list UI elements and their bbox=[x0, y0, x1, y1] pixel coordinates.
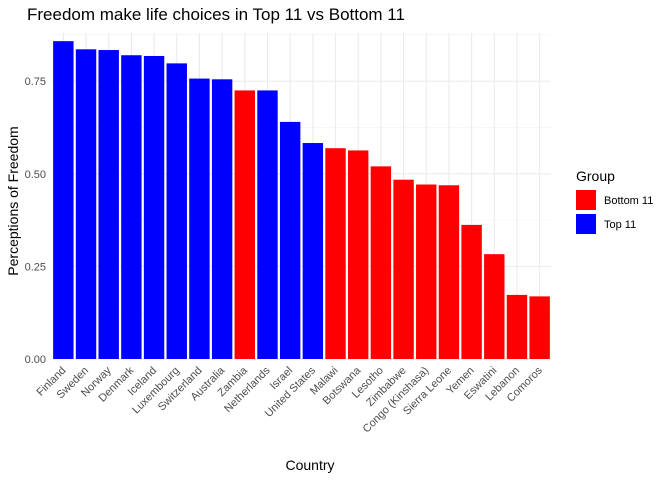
legend-label: Bottom 11 bbox=[604, 195, 653, 207]
y-tick-label: 0.50 bbox=[25, 169, 46, 181]
bar bbox=[302, 143, 324, 359]
y-tick-label: 0.00 bbox=[25, 354, 46, 366]
bar bbox=[53, 41, 74, 360]
y-tick-label: 0.75 bbox=[25, 76, 46, 88]
x-axis-ticks: FinlandSwedenNorwayDenmarkIcelandLuxembo… bbox=[34, 364, 545, 435]
bar bbox=[347, 150, 369, 359]
y-axis-ticks: 0.00 0.25 0.50 0.75 bbox=[25, 76, 46, 366]
x-axis-title: Country bbox=[285, 457, 334, 473]
bar bbox=[98, 50, 119, 360]
bar bbox=[461, 224, 482, 359]
chart-title: Freedom make life choices in Top 11 vs B… bbox=[27, 5, 405, 24]
bar bbox=[438, 185, 460, 359]
bar bbox=[279, 121, 301, 359]
bar bbox=[484, 254, 505, 359]
legend: Group Bottom 11 Top 11 bbox=[576, 168, 653, 234]
bar bbox=[393, 179, 414, 359]
bar bbox=[143, 55, 165, 360]
bar bbox=[370, 166, 392, 359]
bar bbox=[234, 90, 256, 359]
bar bbox=[189, 78, 210, 359]
bar bbox=[416, 184, 437, 359]
y-tick-label: 0.25 bbox=[25, 261, 46, 273]
bar bbox=[75, 49, 97, 360]
bar bbox=[257, 90, 278, 359]
legend-title: Group bbox=[576, 168, 615, 184]
legend-label: Top 11 bbox=[604, 219, 636, 231]
bar bbox=[211, 79, 233, 359]
y-axis-title: Perceptions of Freedom bbox=[5, 126, 21, 275]
bar bbox=[121, 55, 142, 360]
bar bbox=[529, 296, 550, 359]
bar bbox=[166, 63, 187, 360]
bar bbox=[325, 148, 346, 359]
legend-key bbox=[576, 214, 596, 234]
bars bbox=[53, 41, 550, 360]
legend-key bbox=[576, 190, 596, 210]
bar bbox=[506, 294, 528, 359]
